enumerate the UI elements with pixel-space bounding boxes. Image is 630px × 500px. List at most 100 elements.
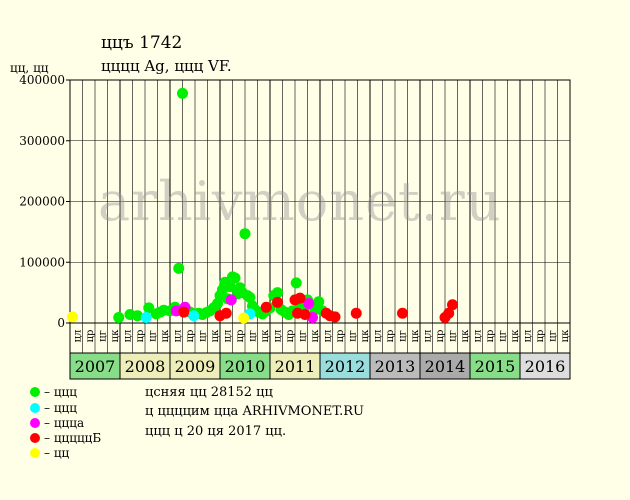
data-point (113, 312, 125, 324)
data-point (220, 307, 232, 319)
quarter-label: цр (85, 330, 96, 343)
legend-marker (30, 418, 40, 428)
quarter-label: цк (360, 329, 371, 342)
year-label: 2013 (375, 357, 416, 376)
year-band-cell (419, 352, 471, 380)
data-point (303, 298, 315, 310)
year-label: 2016 (525, 357, 566, 376)
legend-marker (30, 403, 40, 413)
year-band-cell (469, 352, 521, 380)
legend-label: – ццц (44, 385, 77, 399)
year-band-cell (319, 352, 371, 380)
data-point (290, 277, 302, 289)
data-point (397, 307, 408, 319)
quarter-label: цг (97, 330, 108, 342)
year-label: 2014 (425, 357, 466, 376)
data-point (239, 228, 251, 240)
data-point (224, 281, 236, 293)
year-label: 2009 (175, 357, 216, 376)
data-point (173, 262, 185, 274)
year-label: 2007 (75, 357, 116, 376)
quarter-label: цг (497, 330, 508, 342)
data-point (188, 310, 200, 322)
quarter-label: цл (172, 330, 183, 343)
quarter-label: цг (397, 330, 408, 342)
quarter-label: цг (197, 330, 208, 342)
year-label: 2008 (125, 357, 166, 376)
data-point (313, 296, 325, 308)
data-point (294, 292, 306, 304)
data-point (178, 306, 190, 318)
data-point (225, 294, 237, 306)
data-point (244, 291, 256, 303)
legend-label: – ццца (44, 416, 85, 430)
year-band-cell (369, 352, 421, 380)
data-point (329, 311, 341, 323)
quarter-label: цг (247, 330, 258, 342)
quarter-label: цл (422, 330, 433, 343)
quarter-label: цр (235, 330, 246, 343)
data-point (272, 287, 283, 299)
legend-marker (30, 448, 40, 458)
info-date: ццц ц 20 ця 2017 цц. (145, 424, 287, 439)
year-band-cell (269, 352, 321, 380)
legend-marker (30, 433, 40, 443)
data-point (238, 312, 250, 324)
y-tick-label: 100000 (19, 255, 65, 269)
data-point (229, 272, 241, 284)
quarter-label: цр (135, 330, 146, 343)
quarter-label: цр (285, 330, 296, 343)
quarter-label: цк (160, 329, 171, 342)
quarter-label: цр (335, 330, 346, 343)
y-tick-label: 300000 (19, 134, 65, 148)
quarter-label: цк (310, 329, 321, 342)
data-point (443, 307, 455, 319)
quarter-label: цк (110, 329, 121, 342)
data-point (260, 301, 272, 313)
quarter-label: цг (297, 330, 308, 342)
quarter-label: цл (372, 330, 383, 343)
data-point (350, 307, 362, 319)
y-tick-label: 0 (57, 316, 65, 330)
year-label: 2012 (325, 357, 366, 376)
quarter-label: цл (72, 330, 83, 343)
watermark: arhivmonet.ru (98, 170, 502, 233)
data-point (177, 87, 188, 99)
quarter-label: цк (510, 329, 521, 342)
quarter-label: цл (222, 330, 233, 343)
quarter-label: цг (147, 330, 158, 342)
quarter-label: цл (472, 330, 483, 343)
year-label: 2011 (275, 357, 316, 376)
data-point (67, 311, 78, 323)
quarter-label: цр (435, 330, 446, 343)
quarter-label: цл (322, 330, 333, 343)
quarter-label: цл (122, 330, 133, 343)
data-point (272, 296, 283, 308)
year-band-cell (69, 352, 121, 380)
legend-item: – цц (30, 446, 69, 460)
data-point (299, 308, 311, 320)
year-band-cell (219, 352, 271, 380)
quarter-label: цр (485, 330, 496, 343)
legend-label: – цц (44, 446, 70, 460)
info-source: ц ццццим цца ARHIVMONET.RU (145, 404, 364, 419)
data-point (132, 310, 143, 322)
quarter-label: цг (447, 330, 458, 342)
quarter-label: цр (385, 330, 396, 343)
chart-title: ццъ 1742 (101, 33, 183, 53)
quarter-label: цк (560, 329, 571, 342)
quarter-label: цл (272, 330, 283, 343)
quarter-label: цр (185, 330, 196, 343)
legend-item: – ццц (30, 401, 77, 415)
legend-label: – ццц (44, 401, 77, 415)
quarter-label: цк (460, 329, 471, 342)
quarter-label: цл (522, 330, 533, 343)
quarter-label: цг (347, 330, 358, 342)
legend-marker (30, 387, 40, 397)
y-tick-label: 400000 (19, 73, 65, 87)
y-axis-unit: цц, цц (10, 61, 49, 75)
year-label: 2015 (475, 357, 516, 376)
quarter-label: цк (260, 329, 271, 342)
legend-item: – ццц (30, 385, 77, 399)
